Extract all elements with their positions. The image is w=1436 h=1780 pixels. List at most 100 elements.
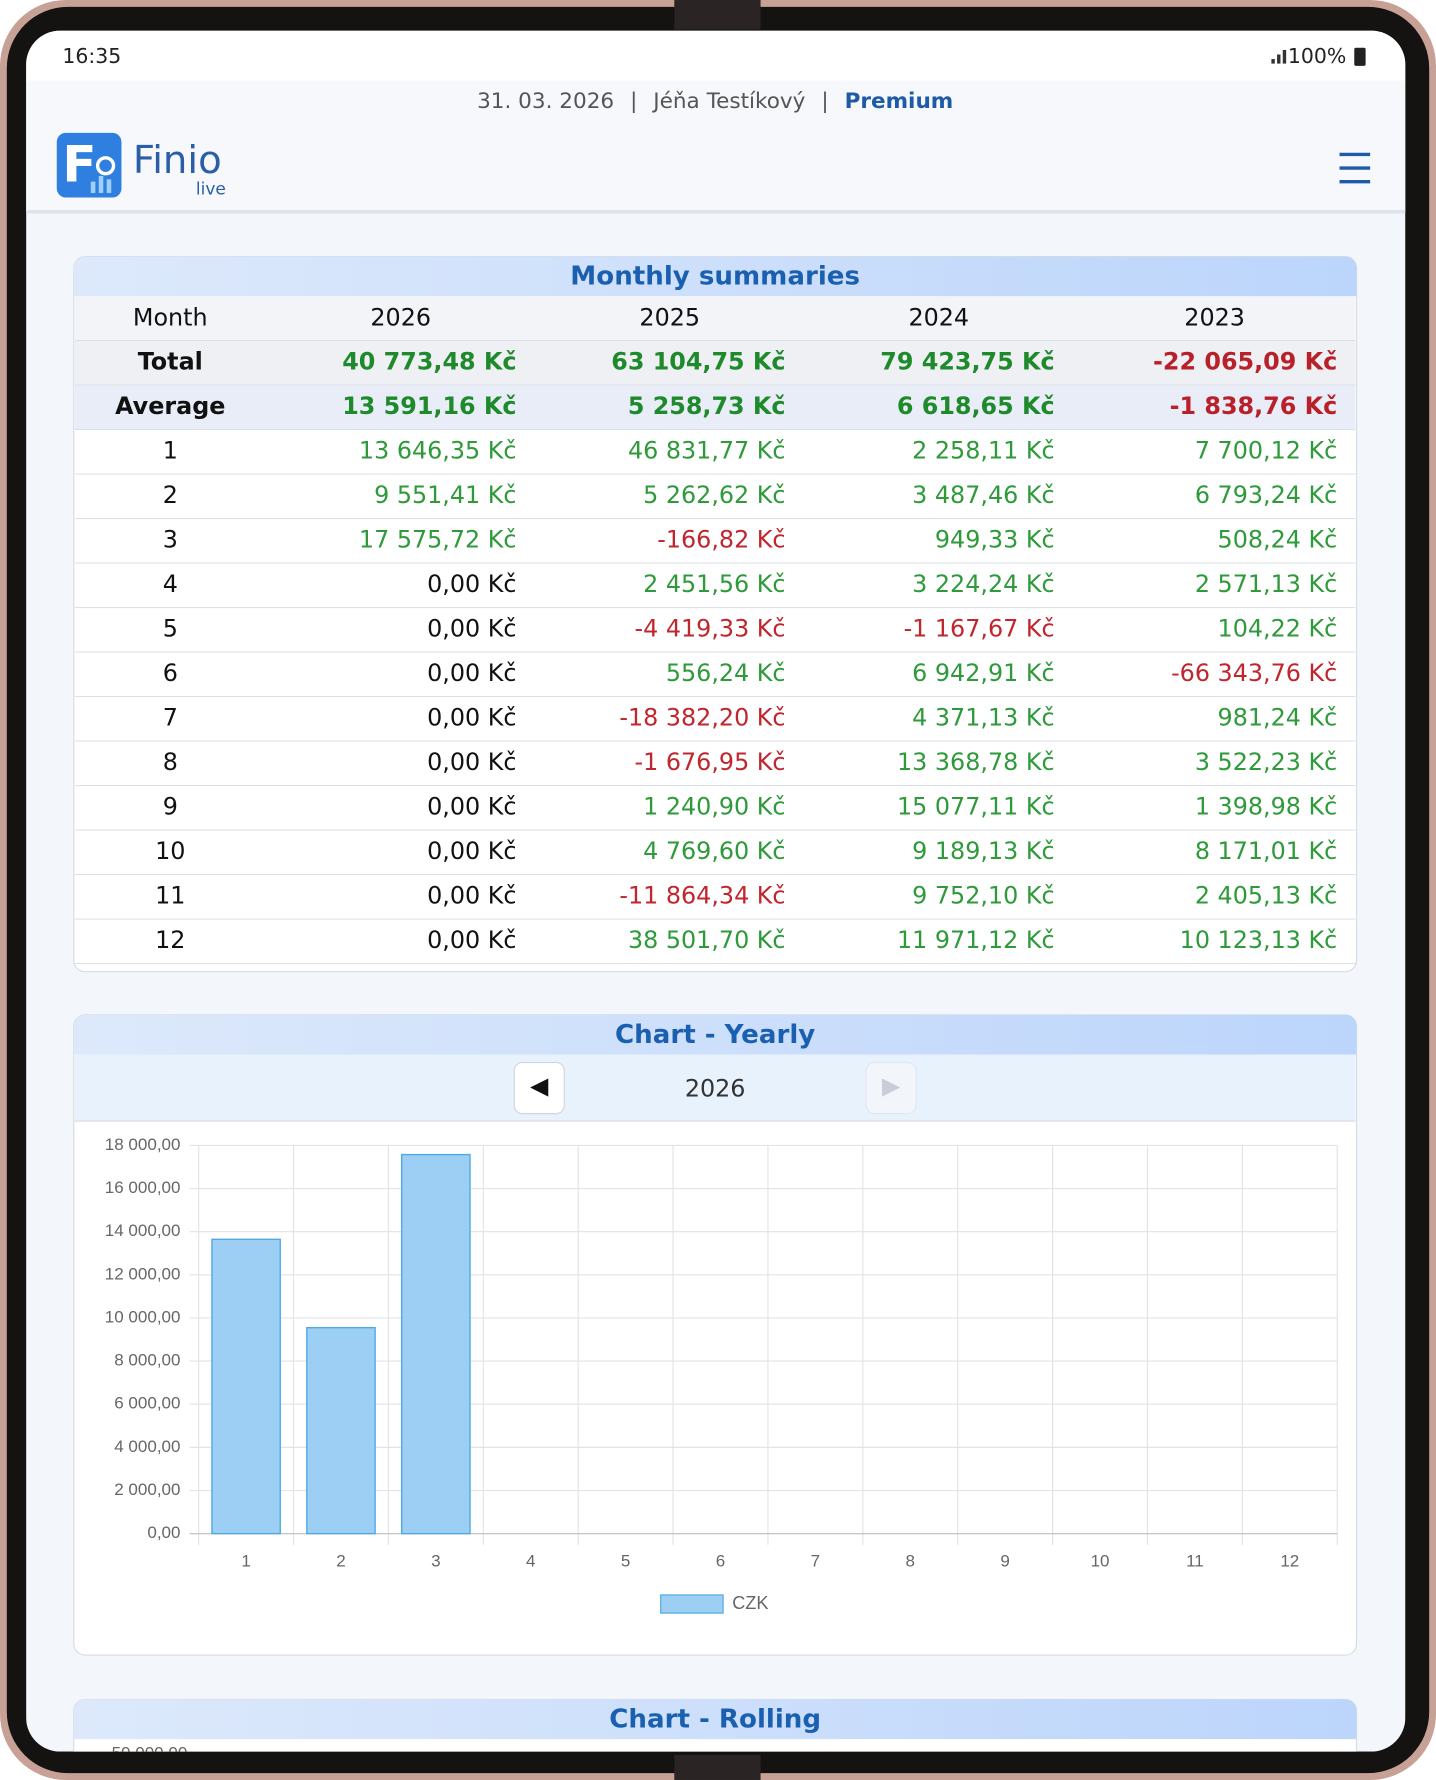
y-tick-label: 8 000,00 bbox=[114, 1351, 180, 1370]
y-tick-label: 12 000,00 bbox=[105, 1264, 181, 1283]
table-title: Monthly summaries bbox=[570, 262, 860, 292]
user-name: Jéňa Testíkový bbox=[651, 89, 805, 114]
status-time: 16:35 bbox=[62, 44, 121, 68]
row-label: 3 bbox=[163, 525, 178, 553]
cell-value: 949,33 Kč bbox=[935, 525, 1055, 553]
cell-value: -1 676,95 Kč bbox=[635, 748, 786, 776]
x-tick-label: 5 bbox=[621, 1552, 630, 1571]
cell-value: -18 382,20 Kč bbox=[619, 703, 785, 731]
bar bbox=[401, 1153, 471, 1535]
menu-button[interactable] bbox=[1339, 152, 1371, 184]
column-header: Month bbox=[133, 304, 208, 332]
separator: | bbox=[630, 89, 637, 114]
cell-value: 0,00 Kč bbox=[427, 881, 516, 909]
y-tick-label: 2 000,00 bbox=[114, 1480, 180, 1499]
cell-value: -1 838,76 Kč bbox=[1170, 392, 1338, 420]
cell-value: 10 123,13 Kč bbox=[1180, 926, 1338, 954]
date: 31. 03. 2026 bbox=[477, 89, 614, 114]
cell-value: -166,82 Kč bbox=[657, 525, 785, 553]
logo[interactable]: F Finio live bbox=[56, 132, 226, 200]
cell-value: 6 942,91 Kč bbox=[912, 659, 1054, 687]
cell-value: 3 522,23 Kč bbox=[1195, 748, 1337, 776]
cell-value: 63 104,75 Kč bbox=[611, 347, 785, 375]
y-tick-label: 50 000,00 bbox=[112, 1743, 188, 1762]
y-tick-label: 6 000,00 bbox=[114, 1394, 180, 1413]
plan[interactable]: Premium bbox=[845, 89, 954, 114]
row-label: 2 bbox=[163, 481, 178, 509]
column-header: 2024 bbox=[908, 304, 969, 332]
x-tick-label: 12 bbox=[1280, 1552, 1299, 1571]
y-tick-label: 10 000,00 bbox=[105, 1307, 181, 1326]
y-tick-label: 0,00 bbox=[147, 1523, 180, 1542]
cell-value: 2 258,11 Kč bbox=[912, 436, 1054, 464]
screen: 16:35 100% 31. 03. 2026 | Jéňa Testíkový… bbox=[26, 30, 1406, 1762]
cell-value: 7 700,12 Kč bbox=[1195, 436, 1337, 464]
summary-row bbox=[74, 340, 1356, 386]
y-tick-label: 16 000,00 bbox=[105, 1178, 181, 1197]
x-tick-label: 2 bbox=[336, 1552, 345, 1571]
x-tick-label: 6 bbox=[716, 1552, 725, 1571]
card-title-bar bbox=[73, 1014, 1357, 1055]
x-tick-label: 4 bbox=[526, 1552, 535, 1571]
cell-value: 981,24 Kč bbox=[1218, 703, 1338, 731]
cell-value: -66 343,76 Kč bbox=[1171, 659, 1337, 687]
cell-value: -1 167,67 Kč bbox=[904, 614, 1055, 642]
row-label: 12 bbox=[155, 926, 185, 954]
cell-value: 9 551,41 Kč bbox=[374, 481, 516, 509]
cell-value: 6 618,65 Kč bbox=[897, 392, 1055, 420]
hinge bbox=[674, 0, 761, 30]
cell-value: 4 371,13 Kč bbox=[912, 703, 1054, 731]
cell-value: 9 189,13 Kč bbox=[912, 837, 1054, 865]
prev-button[interactable] bbox=[513, 1061, 565, 1115]
card-title-bar bbox=[73, 1699, 1357, 1740]
row-label: 6 bbox=[163, 659, 178, 687]
period-label: 2026 bbox=[685, 1074, 746, 1102]
battery-icon bbox=[1354, 47, 1366, 66]
header-shadow bbox=[26, 210, 1406, 214]
period-nav bbox=[74, 1054, 1356, 1122]
cell-value: 0,00 Kč bbox=[427, 926, 516, 954]
row-label: 11 bbox=[155, 881, 185, 909]
header-info: 31. 03. 2026 | Jéňa Testíkový | Premium bbox=[477, 89, 953, 114]
y-tick-label: 18 000,00 bbox=[105, 1135, 181, 1154]
cell-value: 9 752,10 Kč bbox=[912, 881, 1054, 909]
y-tick-label: 4 000,00 bbox=[114, 1437, 180, 1456]
cell-value: 13 591,16 Kč bbox=[342, 392, 516, 420]
x-tick-label: 11 bbox=[1186, 1552, 1204, 1571]
table-card bbox=[73, 256, 1358, 973]
row-label: 4 bbox=[163, 570, 178, 598]
legend-swatch bbox=[660, 1594, 724, 1614]
cell-value: 79 423,75 Kč bbox=[880, 347, 1054, 375]
bar bbox=[306, 1326, 376, 1535]
cell-value: 0,00 Kč bbox=[427, 792, 516, 820]
cell-value: 2 571,13 Kč bbox=[1195, 570, 1337, 598]
cell-value: 3 224,24 Kč bbox=[912, 570, 1054, 598]
separator: | bbox=[821, 89, 828, 114]
cell-value: 104,22 Kč bbox=[1218, 614, 1338, 642]
cell-value: 0,00 Kč bbox=[427, 659, 516, 687]
row-label: 1 bbox=[163, 436, 178, 464]
x-tick-label: 8 bbox=[906, 1552, 915, 1571]
cell-value: 38 501,70 Kč bbox=[628, 926, 786, 954]
row-label: 8 bbox=[163, 748, 178, 776]
hinge bbox=[674, 1755, 761, 1780]
row-label: 7 bbox=[163, 703, 178, 731]
summary-row bbox=[74, 385, 1356, 430]
row-label: 10 bbox=[155, 837, 185, 865]
x-tick-label: 10 bbox=[1091, 1552, 1110, 1571]
y-tick-label: 14 000,00 bbox=[105, 1221, 181, 1240]
cell-value: 3 487,46 Kč bbox=[912, 481, 1054, 509]
cell-value: 13 368,78 Kč bbox=[897, 748, 1055, 776]
next-button[interactable] bbox=[865, 1061, 917, 1115]
cell-value: 1 240,90 Kč bbox=[643, 792, 785, 820]
status-battery: 100% bbox=[1288, 44, 1346, 68]
cell-value: 0,00 Kč bbox=[427, 614, 516, 642]
row-label: Average bbox=[115, 392, 225, 420]
cell-value: -4 419,33 Kč bbox=[635, 614, 786, 642]
rolling-title: Chart - Rolling bbox=[609, 1704, 821, 1734]
cell-value: 0,00 Kč bbox=[427, 837, 516, 865]
column-header: 2025 bbox=[639, 304, 700, 332]
card-title-bar bbox=[73, 256, 1357, 297]
